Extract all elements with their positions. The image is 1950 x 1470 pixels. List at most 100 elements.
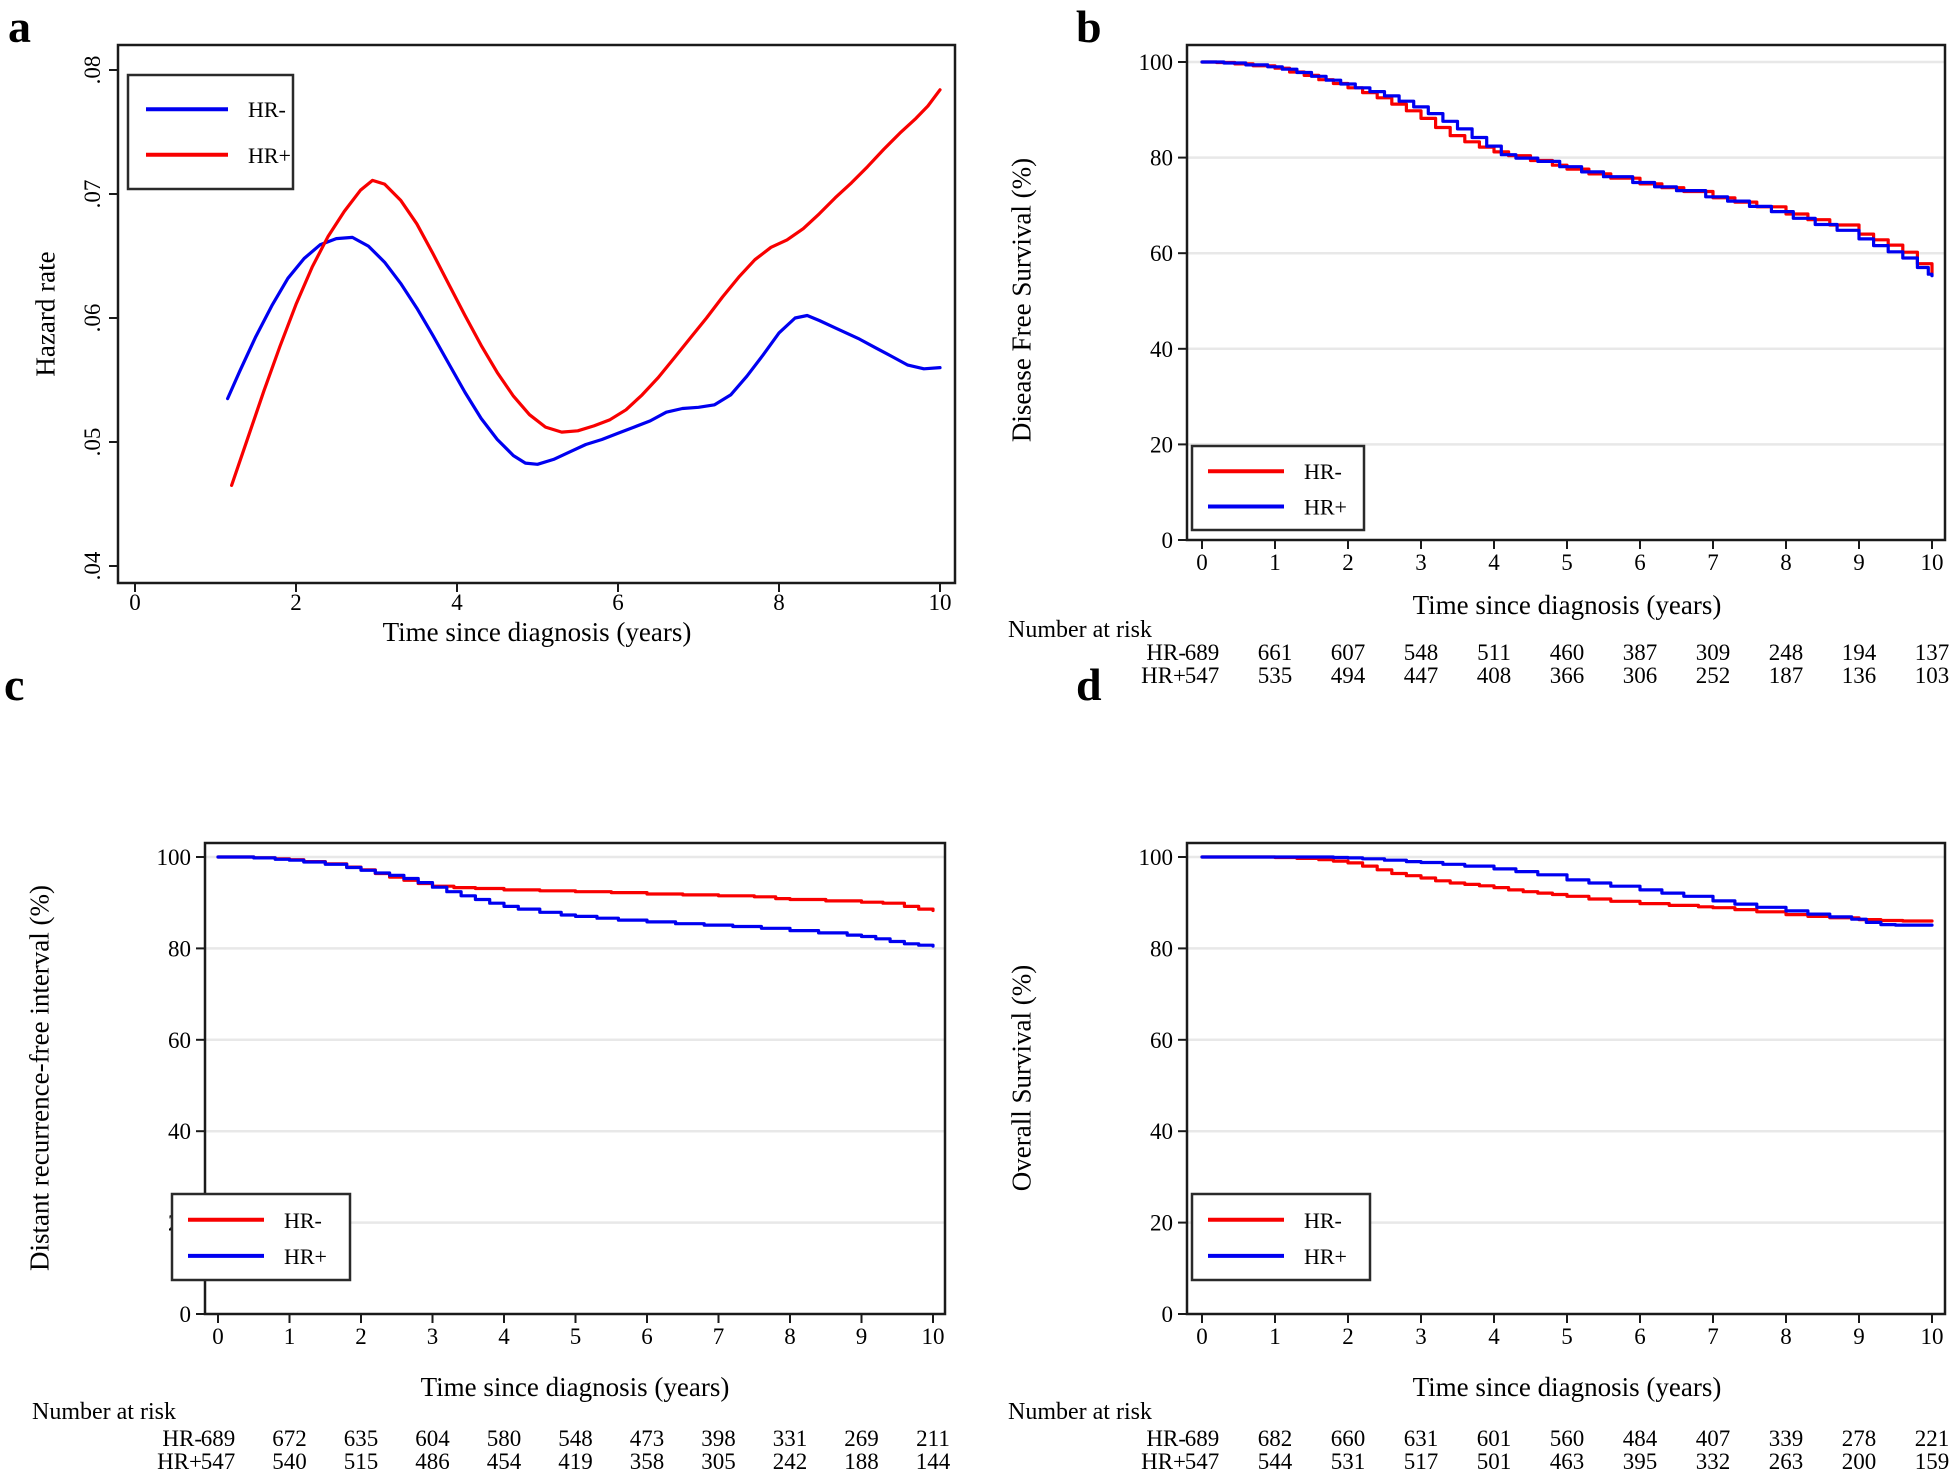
y-tick-label: 80: [1150, 146, 1173, 171]
panel-a-y-axis-label: Hazard rate: [30, 251, 61, 377]
risk-value: 331: [773, 1426, 808, 1451]
risk-value: 547: [201, 1449, 236, 1470]
risk-value: 305: [701, 1449, 736, 1470]
y-tick-label: .05: [80, 428, 105, 457]
risk-value: 463: [1550, 1449, 1585, 1470]
y-tick-label: 60: [1150, 1028, 1173, 1053]
x-tick-label: 0: [1196, 550, 1208, 575]
risk-value: 511: [1477, 640, 1511, 665]
panel-c-x-axis-label: Time since diagnosis (years): [420, 1372, 730, 1402]
x-tick-label: 3: [1415, 550, 1427, 575]
legend-box: [1190, 1192, 1372, 1282]
x-tick-label: 0: [129, 590, 141, 615]
x-tick-label: 8: [1780, 550, 1792, 575]
panel-b-number-at-risk-label: Number at risk: [1008, 617, 1152, 643]
x-tick-label: 0: [1196, 1324, 1208, 1349]
risk-value: 601: [1477, 1426, 1512, 1451]
legend-box: [1190, 444, 1366, 532]
legend-entry-label: HR+: [284, 1244, 327, 1269]
panel-a-plot: .08 .07 .06 .05 .04 0 2 4 6 8 10 HR- HR+: [80, 43, 957, 615]
x-tick-label: 4: [1488, 1324, 1500, 1349]
risk-value: 194: [1842, 640, 1877, 665]
risk-value: 580: [487, 1426, 522, 1451]
x-tick-label: 4: [498, 1324, 510, 1349]
y-tick-label: 100: [1139, 50, 1174, 75]
y-tick-label: 40: [168, 1119, 191, 1144]
x-tick-label: 1: [1269, 1324, 1281, 1349]
panel-a-x-axis-label: Time since diagnosis (years): [382, 617, 692, 647]
panel-d-x-axis-label: Time since diagnosis (years): [1412, 1372, 1722, 1402]
risk-value: 144: [916, 1449, 951, 1470]
risk-value: 187: [1769, 663, 1804, 688]
risk-value: 494: [1331, 663, 1366, 688]
risk-value: 661: [1258, 640, 1293, 665]
y-tick-label: 100: [1139, 845, 1174, 870]
x-tick-label: 5: [1561, 550, 1573, 575]
risk-value: 631: [1404, 1426, 1439, 1451]
x-tick-label: 5: [570, 1324, 582, 1349]
risk-value: 306: [1623, 663, 1658, 688]
risk-value: 486: [415, 1449, 450, 1470]
y-tick-label: 0: [1162, 1302, 1174, 1327]
risk-value: 211: [916, 1426, 950, 1451]
x-tick-label: 6: [1634, 550, 1646, 575]
legend-entry-label: HR-: [284, 1208, 322, 1233]
y-tick-label: 100: [157, 845, 192, 870]
x-tick-label: 3: [1415, 1324, 1427, 1349]
y-tick-label: .07: [80, 180, 105, 209]
series-hr: [1200, 60, 1934, 278]
x-tick-label: 10: [922, 1324, 945, 1349]
risk-value: 407: [1696, 1426, 1731, 1451]
risk-value: 682: [1258, 1426, 1293, 1451]
x-tick-label: 7: [1707, 550, 1719, 575]
x-tick-label: 2: [1342, 1324, 1354, 1349]
risk-value: 560: [1550, 1426, 1585, 1451]
risk-row-name: HR+: [1141, 1449, 1186, 1470]
risk-value: 460: [1550, 640, 1585, 665]
series-hr: [216, 855, 935, 948]
risk-row-name: HR-: [162, 1426, 202, 1451]
risk-value: 672: [272, 1426, 307, 1451]
risk-value: 535: [1258, 663, 1293, 688]
panel-d-number-at-risk-label: Number at risk: [1008, 1399, 1152, 1425]
panel-b-x-axis-label: Time since diagnosis (years): [1412, 590, 1722, 620]
risk-value: 515: [344, 1449, 379, 1470]
x-tick-label: 9: [1853, 1324, 1865, 1349]
y-tick-label: .08: [80, 56, 105, 85]
risk-value: 447: [1404, 663, 1439, 688]
risk-value: 517: [1404, 1449, 1439, 1470]
x-tick-label: 5: [1561, 1324, 1573, 1349]
y-tick-label: 80: [1150, 936, 1173, 961]
legend-entry-label: HR-: [1304, 1208, 1342, 1233]
x-tick-label: 10: [929, 590, 952, 615]
risk-value: 531: [1331, 1449, 1366, 1470]
panel-c-y-axis-label: Distant recurrence-free interval (%): [24, 884, 55, 1272]
x-tick-label: 10: [1921, 550, 1944, 575]
panel-a-letter: a: [8, 1, 31, 52]
y-tick-label: 80: [168, 936, 191, 961]
risk-value: 689: [201, 1426, 236, 1451]
y-tick-label: .06: [80, 304, 105, 333]
x-tick-label: 2: [355, 1324, 367, 1349]
risk-value: 607: [1331, 640, 1366, 665]
risk-value: 635: [344, 1426, 379, 1451]
risk-value: 604: [415, 1426, 450, 1451]
risk-value: 339: [1769, 1426, 1804, 1451]
y-tick-label: 20: [1150, 432, 1173, 457]
risk-value: 689: [1185, 640, 1220, 665]
x-tick-label: 6: [612, 590, 624, 615]
risk-value: 278: [1842, 1426, 1877, 1451]
legend-box: [170, 1192, 352, 1282]
y-tick-label: 0: [180, 1302, 192, 1327]
risk-value: 548: [1404, 640, 1439, 665]
risk-value: 200: [1842, 1449, 1877, 1470]
x-tick-label: 7: [1707, 1324, 1719, 1349]
risk-value: 548: [558, 1426, 593, 1451]
y-tick-label: 0: [1162, 528, 1174, 553]
legend-entry-label: HR+: [248, 143, 291, 168]
risk-value: 103: [1915, 663, 1950, 688]
x-tick-label: 9: [1853, 550, 1865, 575]
x-tick-label: 2: [1342, 550, 1354, 575]
